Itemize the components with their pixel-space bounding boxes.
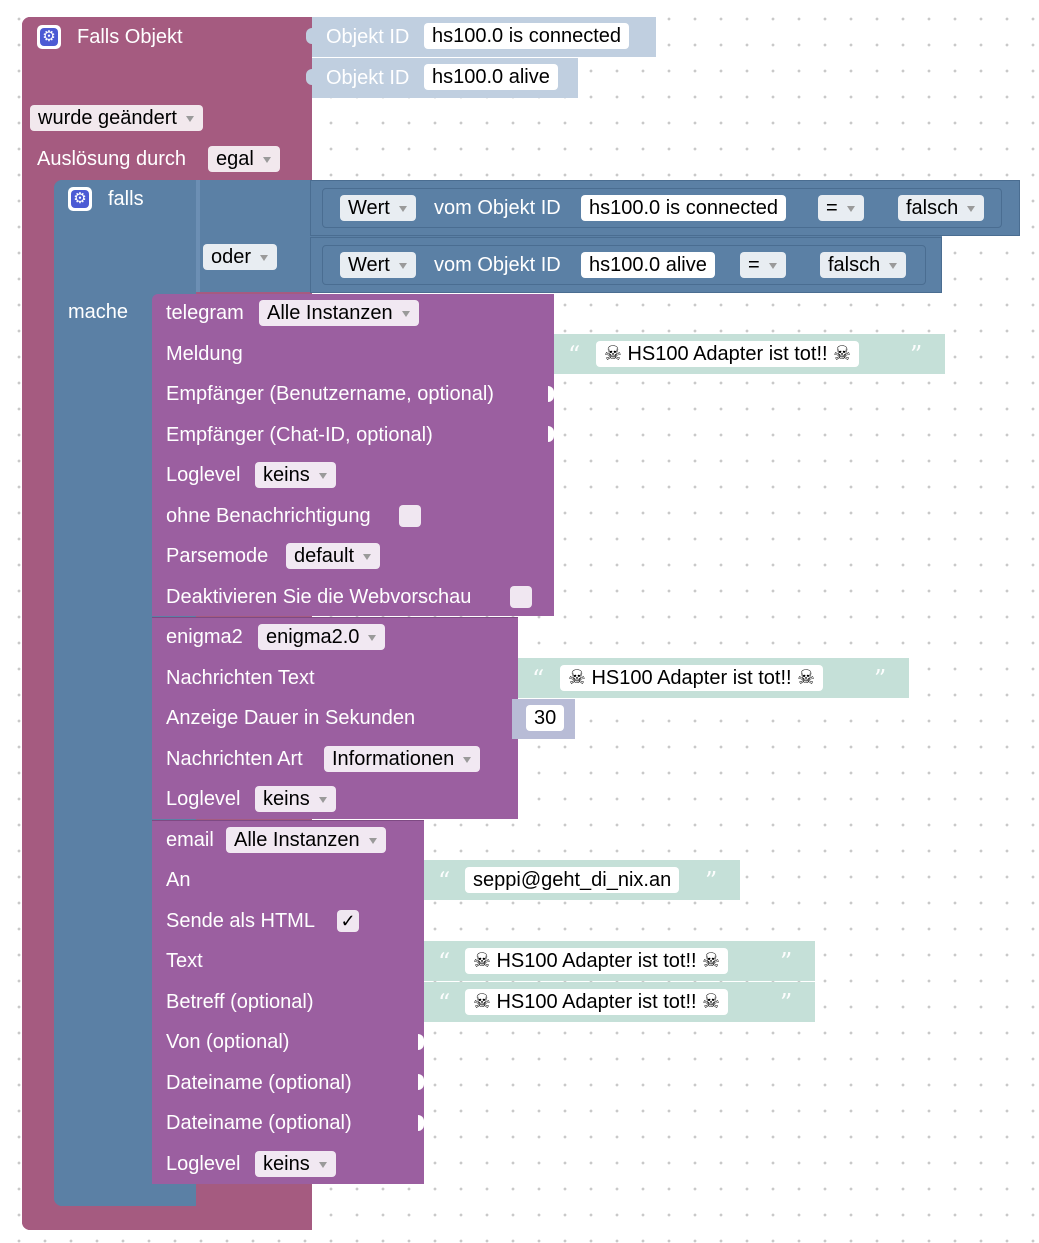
quote-close-icon: ” — [705, 867, 718, 895]
quote-close-icon: ” — [874, 665, 887, 693]
changed-dropdown[interactable]: wurde geändert — [30, 105, 203, 131]
betreff-text-field[interactable]: ☠ HS100 Adapter ist tot!! ☠ — [465, 989, 729, 1015]
an-text-field[interactable]: seppi@geht_di_nix.an — [465, 867, 680, 893]
operator-dropdown-1[interactable]: = — [818, 195, 864, 221]
html-label: Sende als HTML — [166, 910, 315, 932]
falls-label: falls — [108, 188, 144, 210]
quote-open-icon: “ — [532, 665, 545, 693]
mache-label: mache — [68, 301, 129, 323]
nachrichten-art-dropdown[interactable]: Informationen — [324, 746, 481, 772]
wert-dropdown-1[interactable]: Wert — [340, 195, 416, 221]
dauer-label: Anzeige Dauer in Sekunden — [166, 707, 416, 729]
dauer-number-field[interactable]: 30 — [526, 705, 565, 731]
dateiname-label-1: Dateiname (optional) — [166, 1072, 352, 1094]
object-id-field-cond-1[interactable]: hs100.0 is connected — [581, 195, 787, 221]
von-label: Von (optional) — [166, 1031, 290, 1053]
value-dropdown-1[interactable]: falsch — [898, 195, 985, 221]
gear-icon[interactable]: ⚙ — [68, 187, 92, 211]
telegram-instance-dropdown[interactable]: Alle Instanzen — [259, 300, 419, 326]
quote-close-icon: ” — [780, 989, 793, 1017]
objekt-id-field-2[interactable]: hs100.0 alive — [424, 64, 558, 90]
an-label: An — [166, 869, 191, 891]
wert-dropdown-2[interactable]: Wert — [340, 252, 416, 278]
telegram-label: telegram — [166, 302, 244, 324]
dateiname-label-2: Dateiname (optional) — [166, 1112, 352, 1134]
enigma-instance-dropdown[interactable]: enigma2.0 — [258, 624, 386, 650]
enigma-loglevel-label: Loglevel — [166, 788, 241, 810]
operator-dropdown-2[interactable]: = — [740, 252, 786, 278]
email-loglevel-dropdown[interactable]: keins — [255, 1151, 336, 1177]
email-block[interactable] — [152, 820, 424, 1184]
ausloesung-label: Auslösung durch — [37, 148, 186, 170]
quote-open-icon: “ — [568, 341, 581, 369]
object-id-field-cond-2[interactable]: hs100.0 alive — [581, 252, 715, 278]
trigger-title: Falls Objekt — [77, 26, 183, 48]
quote-close-icon: ” — [910, 341, 923, 369]
enigma-label: enigma2 — [166, 626, 243, 648]
email-instance-dropdown[interactable]: Alle Instanzen — [226, 827, 386, 853]
betreff-label: Betreff (optional) — [166, 991, 314, 1013]
objekt-id-field-1[interactable]: hs100.0 is connected — [424, 23, 630, 49]
vom-objekt-label-2: vom Objekt ID — [434, 254, 561, 276]
parsemode-dropdown[interactable]: default — [286, 543, 381, 569]
webvorschau-label: Deaktivieren Sie die Webvorschau — [166, 586, 472, 608]
objekt-id-label-1: Objekt ID — [326, 26, 410, 48]
email-loglevel-label: Loglevel — [166, 1153, 241, 1175]
text-label: Text — [166, 950, 203, 972]
html-checkbox[interactable]: ✓ — [337, 910, 359, 932]
nachrichten-text-label: Nachrichten Text — [166, 667, 315, 689]
ohne-label: ohne Benachrichtigung — [166, 505, 371, 527]
enigma-text-field[interactable]: ☠ HS100 Adapter ist tot!! ☠ — [560, 665, 824, 691]
email-label: email — [166, 829, 214, 851]
objekt-id-label-2: Objekt ID — [326, 67, 410, 89]
webvorschau-checkbox[interactable] — [510, 586, 532, 608]
value-dropdown-2[interactable]: falsch — [820, 252, 907, 278]
enigma-loglevel-dropdown[interactable]: keins — [255, 786, 336, 812]
quote-open-icon: “ — [438, 867, 451, 895]
parsemode-label: Parsemode — [166, 545, 269, 567]
meldung-label: Meldung — [166, 343, 243, 365]
vom-objekt-label-1: vom Objekt ID — [434, 197, 561, 219]
ohne-checkbox[interactable] — [399, 505, 421, 527]
enigma-block[interactable] — [152, 617, 518, 819]
ausloesung-dropdown[interactable]: egal — [208, 146, 280, 172]
nachrichten-art-label: Nachrichten Art — [166, 748, 303, 770]
empf-user-label: Empfänger (Benutzername, optional) — [166, 383, 494, 405]
email-text-field[interactable]: ☠ HS100 Adapter ist tot!! ☠ — [465, 948, 729, 974]
meldung-text-field[interactable]: ☠ HS100 Adapter ist tot!! ☠ — [596, 341, 860, 367]
gear-icon[interactable]: ⚙ — [37, 25, 61, 49]
quote-open-icon: “ — [438, 948, 451, 976]
quote-close-icon: ” — [780, 948, 793, 976]
oder-dropdown[interactable]: oder — [203, 244, 278, 270]
quote-open-icon: “ — [438, 989, 451, 1017]
telegram-loglevel-dropdown[interactable]: keins — [255, 462, 336, 488]
telegram-loglevel-label: Loglevel — [166, 464, 241, 486]
empf-chat-label: Empfänger (Chat-ID, optional) — [166, 424, 433, 446]
